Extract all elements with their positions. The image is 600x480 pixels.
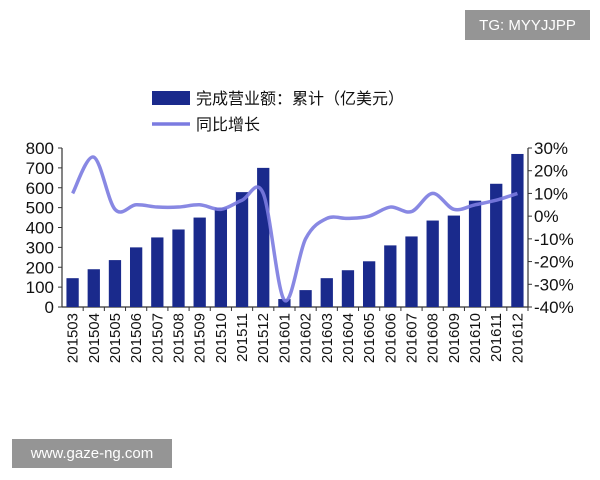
right-tick-label: 20% [534, 162, 568, 181]
left-tick-label: 500 [26, 199, 54, 218]
x-tick-label: 201609 [446, 313, 463, 363]
right-tick-label: 10% [534, 184, 568, 203]
legend-bar-swatch [152, 91, 190, 105]
bar-201608 [426, 220, 439, 307]
right-tick-label: -20% [534, 253, 574, 272]
bar-201601 [278, 299, 291, 307]
growth-line [71, 155, 518, 303]
x-tick-label: 201510 [213, 313, 230, 363]
right-tick-label: -10% [534, 230, 574, 249]
bar-201612 [511, 153, 524, 307]
x-tick-label: 201509 [192, 313, 209, 363]
bar-201602 [299, 290, 312, 307]
x-tick-label: 201606 [382, 313, 399, 363]
bar-201609 [447, 215, 461, 307]
bar-201509 [193, 217, 206, 307]
legend-bar-label: 完成营业额：累计（亿美元） [196, 89, 404, 108]
bar-201605 [362, 261, 376, 307]
left-tick-label: 400 [26, 219, 54, 238]
x-tick-label: 201601 [276, 313, 293, 363]
right-tick-label: -30% [534, 275, 574, 294]
left-tick-label: 700 [26, 159, 54, 178]
left-tick-label: 0 [45, 298, 54, 317]
x-tick-label: 201504 [86, 313, 103, 363]
bar-201511 [235, 192, 249, 307]
bar-201510 [214, 207, 228, 307]
bar-201505 [108, 260, 122, 307]
x-tick-label: 201604 [340, 313, 357, 363]
x-tick-label: 201506 [128, 313, 145, 363]
x-tick-label: 201508 [171, 313, 188, 363]
x-tick-label: 201607 [404, 313, 421, 363]
watermark-bottom: www.gaze-ng.com [12, 439, 172, 468]
bar-201506 [129, 247, 143, 307]
left-tick-label: 200 [26, 258, 54, 277]
right-tick-label: 0% [534, 207, 559, 226]
right-tick-label: 30% [534, 139, 568, 158]
watermark-top: TG: MYYJJPP [465, 10, 590, 40]
bar-201611 [490, 183, 503, 307]
bar-201504 [87, 269, 100, 307]
x-tick-label: 201505 [107, 313, 124, 363]
x-tick-label: 201611 [488, 313, 505, 362]
bar-201503 [66, 278, 79, 307]
bar-201508 [172, 229, 185, 307]
bar-201610 [468, 200, 482, 307]
x-tick-label: 201610 [467, 313, 484, 363]
x-tick-label: 201608 [425, 313, 442, 363]
bar-201606 [384, 245, 397, 307]
x-tick-label: 201512 [255, 313, 272, 363]
right-tick-label: -40% [534, 298, 574, 317]
left-tick-label: 300 [26, 238, 54, 257]
x-tick-label: 201605 [361, 313, 378, 363]
x-tick-label: 201603 [319, 313, 336, 363]
left-tick-label: 600 [26, 179, 54, 198]
bar-201603 [320, 278, 333, 307]
x-tick-label: 201503 [65, 313, 82, 363]
x-tick-label: 201507 [149, 313, 166, 363]
left-tick-label: 800 [26, 139, 54, 158]
legend-line-label: 同比增长 [196, 115, 260, 134]
bar-201607 [405, 236, 418, 307]
bar-201507 [151, 237, 164, 307]
bar-201604 [341, 270, 355, 307]
x-tick-label: 201612 [509, 313, 526, 363]
x-tick-label: 201511 [234, 313, 251, 362]
x-tick-label: 201602 [298, 313, 315, 363]
left-tick-label: 100 [26, 278, 54, 297]
